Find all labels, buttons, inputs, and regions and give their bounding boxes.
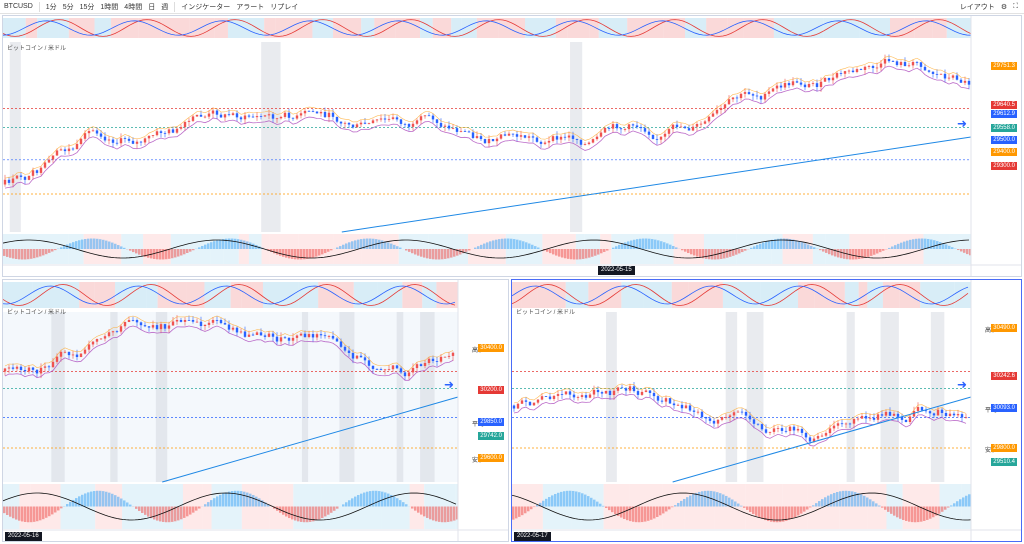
right-chart-canvas[interactable]: ➜ [512, 280, 1021, 541]
timeframe-d[interactable]: 日 [148, 3, 156, 11]
timeframe-1h[interactable]: 1時間 [100, 3, 119, 11]
low-label: 安値 [472, 455, 484, 464]
layout-button[interactable]: レイアウト [959, 4, 995, 11]
timeframe-15m[interactable]: 15分 [79, 3, 95, 11]
price-tag: 29640.5 [991, 101, 1017, 109]
price-tag: 30400.0 [478, 344, 504, 352]
timeframe-1m[interactable]: 1分 [45, 3, 57, 11]
svg-text:➜: ➜ [444, 378, 454, 392]
toolbar-right: レイアウト ⚙ ⛶ [960, 2, 1018, 12]
price-tag: 29751.3 [991, 62, 1017, 70]
left-chart-canvas[interactable]: ➜ [3, 280, 508, 541]
bottom-histogram [3, 234, 985, 264]
top-oscillator [3, 18, 976, 38]
alert-button[interactable]: アラート [236, 3, 265, 11]
price-tag: 29510.4 [991, 458, 1017, 466]
avg-label: 平均 [985, 405, 997, 414]
price-tag: 29612.9 [991, 110, 1017, 118]
price-tag: 30093.0 [991, 404, 1017, 412]
right-chart-pane[interactable]: ➜ ビットコイン / 米ドル 2022-05-17 高値 30490.0 302… [511, 279, 1022, 542]
low-label: 安値 [985, 445, 997, 454]
high-label: 高値 [472, 345, 484, 354]
right-chart-title: ビットコイン / 米ドル [516, 310, 576, 316]
candlestick-area: ➜ [3, 42, 972, 233]
price-tag: 29500.0 [991, 136, 1017, 144]
timeframe-5m[interactable]: 5分 [62, 3, 74, 11]
svg-text:➜: ➜ [957, 378, 967, 392]
toolbar-divider [174, 1, 176, 12]
candlestick-area: ➜ [3, 312, 459, 483]
symbol-search[interactable]: BTCUSD [4, 3, 33, 10]
price-tag: 29400.0 [991, 148, 1017, 156]
top-date-badge: 2022-05-15 [598, 266, 635, 275]
left-chart-pane[interactable]: ➜ ビットコイン / 米ドル 2022-05-16 高値 30400.0 302… [2, 279, 509, 542]
svg-text:➜: ➜ [957, 117, 967, 131]
price-tag: 30200.0 [478, 386, 504, 394]
top-oscillator [3, 282, 474, 308]
fullscreen-icon[interactable]: ⛶ [1013, 3, 1018, 10]
settings-gear-icon[interactable]: ⚙ [1000, 4, 1008, 11]
price-tag: 29742.0 [478, 432, 504, 440]
left-date-badge: 2022-05-16 [5, 532, 42, 541]
price-tag: 29558.0 [991, 124, 1017, 132]
bottom-histogram [3, 484, 467, 529]
high-label: 高値 [985, 325, 997, 334]
top-chart-canvas[interactable]: ➜ [3, 16, 1021, 276]
top-oscillator [512, 282, 981, 308]
toolbar-divider [38, 1, 40, 12]
avg-label: 平均 [472, 419, 484, 428]
left-chart-title: ビットコイン / 米ドル [7, 310, 67, 316]
replay-button[interactable]: リプレイ [270, 3, 299, 11]
right-date-badge: 2022-05-17 [514, 532, 551, 541]
candlestick-area: ➜ [512, 312, 972, 483]
bottom-histogram [512, 484, 986, 529]
top-chart-pane[interactable]: ➜ ビットコイン / 米ドル 2022-05-15 29751.3 29640.… [2, 15, 1022, 277]
price-tag: 29300.0 [991, 162, 1017, 170]
price-tag: 30490.0 [991, 324, 1017, 332]
price-tag: 29600.0 [478, 454, 504, 462]
price-tag: 29850.0 [478, 418, 504, 426]
indicators-button[interactable]: インジケーター [181, 3, 231, 11]
timeframe-4h[interactable]: 4時間 [124, 3, 143, 11]
price-tag: 29800.0 [991, 444, 1017, 452]
price-tag: 30242.6 [991, 372, 1017, 380]
top-chart-title: ビットコイン / 米ドル [7, 46, 67, 52]
top-toolbar: BTCUSD 1分 5分 15分 1時間 4時間 日 週 インジケーター アラー… [0, 0, 1024, 14]
timeframe-w[interactable]: 週 [161, 3, 169, 11]
